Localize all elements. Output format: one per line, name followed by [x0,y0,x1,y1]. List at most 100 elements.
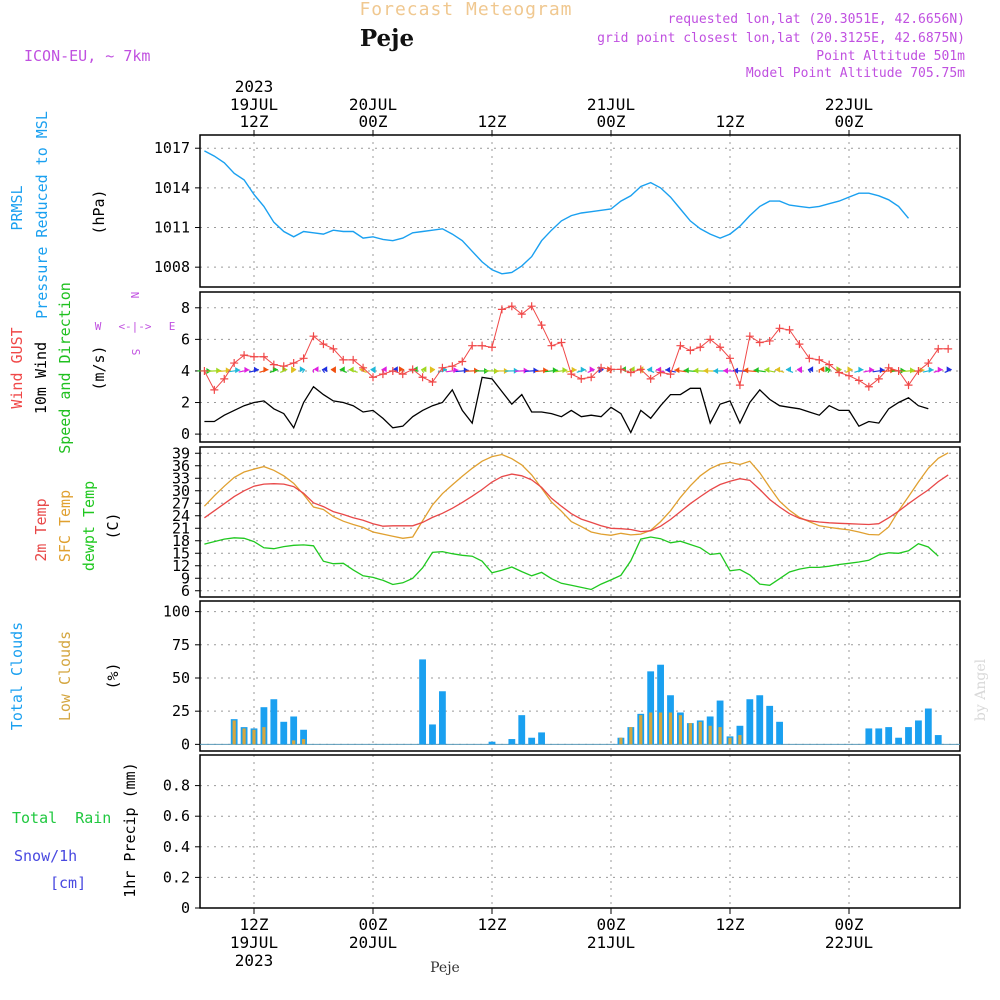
wind-gust-marker [359,363,368,372]
clouds-panel: Total Clouds Low Clouds (%) 0 25 50 75 100 [8,600,961,753]
low-cloud-bar [262,727,266,745]
wind-arrow-head [263,366,269,373]
wind-gust-marker [547,341,556,350]
wind-arrow-head [429,366,435,373]
low-clouds-label: Low Clouds [56,631,74,721]
wind-arrow-head [825,366,831,373]
wind-arrow-head [299,366,305,373]
wind-arrow-head [533,367,539,374]
wind-gust-marker [448,362,457,371]
wind-arrow-head [339,366,345,373]
wind-gust-marker [706,335,715,344]
bottom-year-label: 2023 [235,951,274,970]
top-date-label: 21JUL [587,95,635,114]
low-cloud-bar [649,712,653,745]
wind-gust-marker [339,355,348,364]
total-cloud-bar [915,720,922,745]
footer-location: Peje [430,960,460,976]
bottom-date-label: 20JUL [349,933,397,952]
total-cloud-bar [776,721,783,745]
wind-arrow-head [900,367,906,374]
wind-arrow-head [937,366,943,373]
bottom-hour-label: 12Z [716,915,745,934]
wind-arrow-head [562,367,568,374]
wind-arrow-head [571,366,577,373]
wind-arrow-head [786,366,791,373]
wind-gust-marker [607,365,615,374]
wind-direction-arrow [290,368,297,374]
y-tick-label: 21 [172,519,190,537]
y-tick-label: 1017 [154,139,190,157]
wind-gust-marker [517,310,526,319]
wind-arrow-head [743,367,749,374]
wind-arrow-head [244,366,250,373]
wind-arrow-head [552,367,558,374]
y-tick-label: 6 [181,330,190,348]
wind-arrow-head [723,367,729,374]
y-tick-label: 18 [172,532,190,550]
wind-gust-marker [309,332,318,341]
wind-arrow-head [421,366,427,373]
total-cloud-bar [280,721,288,745]
bottom-hour-label: 12Z [240,915,269,934]
wind-gust-marker [686,346,695,355]
low-cloud-bar [629,727,633,745]
low-cloud-bar [738,735,742,745]
snow-unit-label: [cm] [50,874,86,892]
wind-gust-marker [815,355,824,364]
total-cloud-bar [270,699,278,745]
wind-speed-line [204,376,929,434]
total-cloud-bar [508,739,516,745]
wind-gust-marker [864,382,873,391]
low-cloud-bar [301,739,306,745]
y-tick-label: 4 [181,362,190,380]
wind-arrow-head [225,367,231,374]
pressure-line [204,150,910,275]
total-cloud-bar [875,728,883,745]
wind-gust-marker [527,302,536,311]
total-cloud-bar [647,671,655,745]
low-cloud-bar [668,712,673,745]
temp-dew-label: dewpt Temp [80,481,98,571]
y-tick-label: 100 [163,603,190,621]
wind-gust-marker [775,324,784,333]
wind-arrow-head [910,367,916,374]
y-tick-label: 6 [181,582,190,600]
wind-arrow-head [370,366,376,373]
total-cloud-bar [300,729,307,745]
wind-arrow-head [693,367,699,374]
wind-speed-dir-label: Speed and Direction [56,282,74,454]
wind-gust-marker [250,352,258,361]
clouds-unit: (%) [104,662,122,689]
wind-gust-marker [825,360,834,369]
panel-frame [199,600,961,752]
y-tick-label: 8 [181,299,190,317]
y-tick-label: 27 [172,494,190,512]
total-cloud-bar [290,716,298,745]
total-cloud-bar [756,695,764,745]
total-cloud-bar [746,699,754,745]
wind-gust-marker [726,354,734,363]
low-cloud-bar [619,737,623,745]
top-hour-label: 00Z [835,112,864,131]
low-cloud-bar [728,737,732,745]
wind-gust-marker [507,302,516,311]
wind-arrow-head [543,367,549,374]
temp-sfc-line [203,452,949,539]
wind-arrow-head [797,366,803,373]
low-cloud-bar [292,740,296,745]
wind-arrow-head [858,366,864,373]
wind-direction-arrow [370,368,376,374]
total-cloud-bar [885,727,893,745]
wind-gust-marker [488,343,496,352]
wind-arrow-head [216,367,222,374]
wind-gust-marker [230,359,239,368]
wind-arrow-head [808,366,814,373]
top-hour-label: 00Z [359,112,388,131]
wind-gust-marker [676,341,685,350]
total-cloud-bar [419,659,426,745]
wind-gust-marker [398,370,407,379]
total-cloud-bar [934,735,942,745]
